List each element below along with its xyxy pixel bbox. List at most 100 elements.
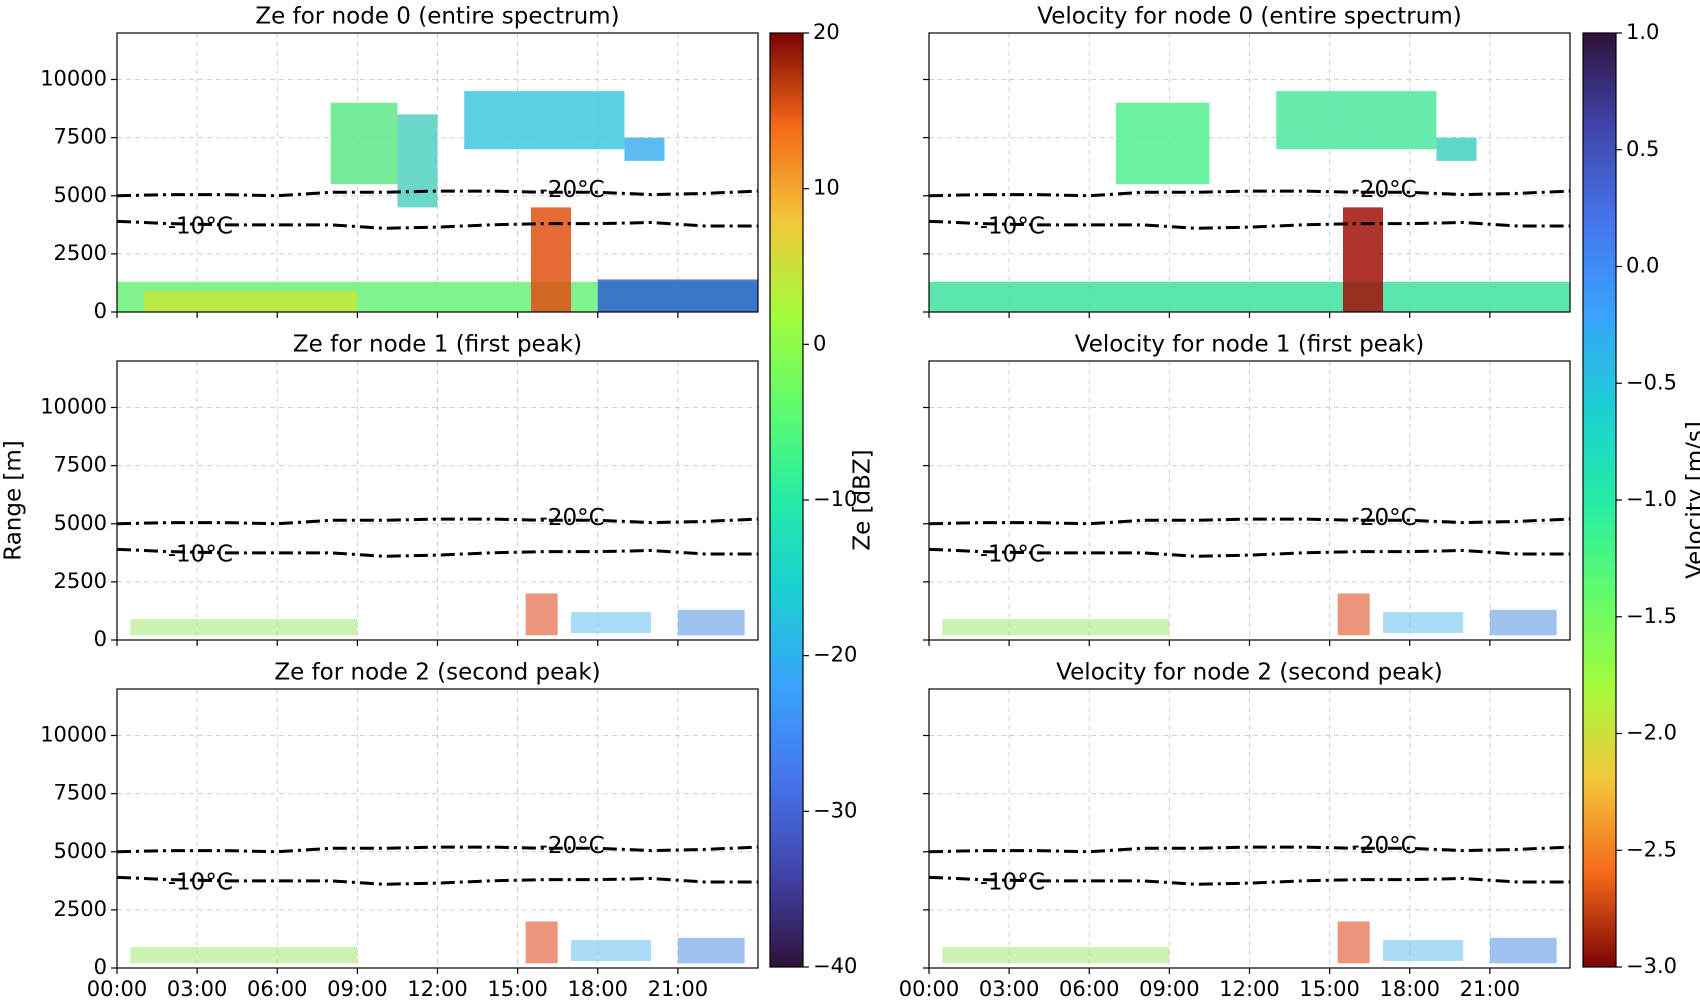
isotherm-line (929, 845, 1570, 854)
y-tick-label: 5000 (54, 183, 107, 207)
plot-area (929, 689, 1570, 968)
y-tick-label: 10000 (40, 723, 107, 747)
x-tick-label: 12:00 (1219, 977, 1280, 1000)
isotherm-label: -20°C (1352, 177, 1417, 203)
isotherm-line (929, 219, 1570, 230)
plot-frame (928, 688, 1571, 969)
radar-echo (330, 102, 398, 185)
isotherm-line (929, 189, 1570, 198)
x-tick-label: 21:00 (1460, 977, 1521, 1000)
colorbar-tick-label: 20 (813, 20, 840, 44)
y-tick-label: 0 (94, 955, 107, 979)
x-tick-label: 00:00 (899, 977, 960, 1000)
radar-echo (677, 937, 745, 964)
colorbar (1582, 32, 1617, 968)
y-axis-label: Range [m] (1, 440, 27, 561)
y-tick-label: 0 (94, 627, 107, 651)
radar-echo (1489, 609, 1557, 636)
x-tick-label: 12:00 (407, 977, 468, 1000)
colorbar-tick-label: 10 (813, 176, 840, 200)
radar-echo (130, 947, 358, 964)
isotherm-label: -10°C (980, 541, 1045, 567)
radar-echo (1337, 593, 1370, 636)
isotherm-line (117, 219, 758, 230)
colorbar-tick-label: 1.0 (1626, 20, 1659, 44)
x-tick-label: 00:00 (87, 977, 148, 1000)
colorbar-tick-label: −1.0 (1626, 487, 1677, 511)
radar-echo (1383, 612, 1464, 634)
isotherm-line (117, 547, 758, 558)
isotherm-label: -20°C (1352, 505, 1417, 531)
isotherm-label: -10°C (168, 869, 233, 895)
panel-title: Velocity for node 2 (second peak) (1056, 660, 1443, 686)
radar-echo (571, 612, 652, 634)
y-tick-label: 7500 (54, 453, 107, 477)
isotherm-line (117, 875, 758, 886)
colorbar-tick-label: −10 (813, 487, 857, 511)
radar-echo (942, 619, 1170, 636)
isotherm-line (117, 517, 758, 526)
x-tick-label: 03:00 (979, 977, 1040, 1000)
y-tick-label: 2500 (54, 569, 107, 593)
y-tick-label: 5000 (54, 839, 107, 863)
x-tick-label: 15:00 (1299, 977, 1360, 1000)
radar-echo (1436, 137, 1477, 161)
y-tick-label: 7500 (54, 125, 107, 149)
radar-echo (677, 609, 745, 636)
y-tick-label: 10000 (40, 395, 107, 419)
y-tick-label: 2500 (54, 897, 107, 921)
isotherm-line (117, 189, 758, 198)
y-tick-label: 2500 (54, 241, 107, 265)
plot-frame (116, 688, 759, 969)
colorbar-tick-label: −40 (813, 954, 857, 978)
colorbar-label: Ze [dBZ] (850, 449, 876, 550)
x-tick-label: 09:00 (1139, 977, 1200, 1000)
isotherm-label: -10°C (168, 213, 233, 239)
radar-echo (525, 921, 558, 964)
isotherm-label: -10°C (980, 869, 1045, 895)
colorbar-tick-label: −30 (813, 798, 857, 822)
colorbar-tick-label: 0.0 (1626, 254, 1659, 278)
colorbar-tick-label: −3.0 (1626, 954, 1677, 978)
radar-echo (130, 619, 358, 636)
y-tick-label: 10000 (40, 67, 107, 91)
colorbar-tick-label: −0.5 (1626, 370, 1677, 394)
plot-frame (116, 360, 759, 641)
colorbar (769, 32, 804, 968)
x-tick-label: 15:00 (487, 977, 548, 1000)
colorbar-tick-label: 0 (813, 331, 826, 355)
radar-echo (929, 281, 1570, 312)
isotherm-label: -10°C (168, 541, 233, 567)
isotherm-label: -20°C (1352, 833, 1417, 859)
radar-echo (624, 137, 665, 161)
radar-echo (942, 947, 1170, 964)
radar-echo (1276, 91, 1437, 150)
plot-frame (928, 32, 1571, 313)
colorbar-tick-label: −20 (813, 643, 857, 667)
radar-echo (571, 940, 652, 962)
colorbar-label: Velocity [m/s] (1683, 421, 1700, 579)
colorbar-tick-label: −1.5 (1626, 604, 1677, 628)
y-tick-label: 0 (94, 299, 107, 323)
panel-title: Ze for node 1 (first peak) (293, 332, 582, 358)
plot-area (117, 689, 758, 968)
radar-echo (1337, 921, 1370, 964)
panel-title: Velocity for node 1 (first peak) (1075, 332, 1425, 358)
isotherm-line (929, 547, 1570, 558)
x-tick-label: 18:00 (567, 977, 628, 1000)
colorbar-tick-label: −2.0 (1626, 721, 1677, 745)
x-tick-label: 03:00 (167, 977, 228, 1000)
isotherm-line (117, 845, 758, 854)
panel-title: Ze for node 2 (second peak) (274, 660, 600, 686)
radar-echo (525, 593, 558, 636)
radar-echo (1383, 940, 1464, 962)
colorbar-tick-label: 0.5 (1626, 137, 1659, 161)
plot-frame (116, 32, 759, 313)
isotherm-label: -20°C (540, 177, 605, 203)
radar-echo (597, 279, 758, 312)
panel-title: Ze for node 0 (entire spectrum) (255, 4, 619, 30)
radar-echo (1489, 937, 1557, 964)
panel-title: Velocity for node 0 (entire spectrum) (1037, 4, 1461, 30)
isotherm-line (929, 875, 1570, 886)
